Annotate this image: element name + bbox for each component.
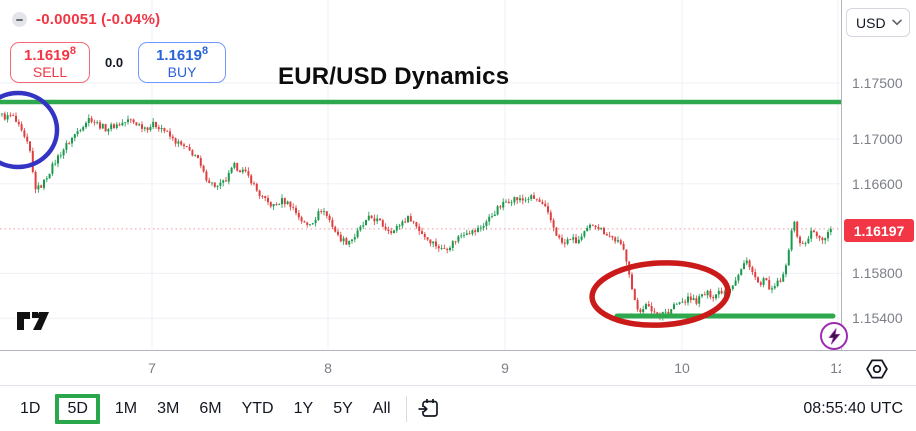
instant-trading-button[interactable] xyxy=(820,322,848,350)
tradingview-logo[interactable] xyxy=(16,309,50,333)
price-axis[interactable]: USD 1.17500 1.17000 1.16600 1.15800 1.15400 … xyxy=(842,0,916,350)
range-button-6m[interactable]: 6M xyxy=(199,399,222,417)
go-to-date-button[interactable] xyxy=(417,397,440,420)
spread-value: 0.0 xyxy=(105,55,124,70)
time-tick-label: 9 xyxy=(501,360,509,376)
blue-ellipse-annotation[interactable] xyxy=(0,90,60,170)
chart-title: EUR/USD Dynamics xyxy=(278,63,510,90)
buy-label: BUY xyxy=(167,63,197,80)
current-price-badge: 1.16197 xyxy=(844,219,914,243)
range-buttons: 1D 5D 1M 3M 6M YTD 1Y 5Y All xyxy=(13,393,398,424)
collapse-icon[interactable] xyxy=(12,12,27,27)
sell-button[interactable]: 1.16198 SELL xyxy=(10,42,90,83)
clock[interactable]: 08:55:40 UTC xyxy=(803,399,903,417)
time-axis[interactable]: 7 8 9 10 12 xyxy=(0,350,916,385)
calendar-icon xyxy=(418,399,438,417)
currency-label: USD xyxy=(856,14,886,31)
range-button-ytd[interactable]: YTD xyxy=(241,399,274,417)
range-button-1d[interactable]: 1D xyxy=(20,399,41,417)
settings-icon[interactable] xyxy=(866,358,888,380)
sell-label: SELL xyxy=(32,63,68,80)
red-ellipse-annotation[interactable] xyxy=(589,259,731,328)
toolbar-divider xyxy=(405,395,407,422)
time-tick-labels: 7 8 9 10 12 xyxy=(0,351,841,386)
price-axis-border xyxy=(841,0,842,385)
range-button-1m[interactable]: 1M xyxy=(114,399,138,417)
candles xyxy=(1,111,832,321)
price-tick-label: 1.17500 xyxy=(852,75,903,91)
currency-selector[interactable]: USD xyxy=(846,8,910,37)
range-button-1y[interactable]: 1Y xyxy=(293,399,314,417)
chevron-down-icon xyxy=(892,19,902,26)
time-tick-label: 7 xyxy=(148,360,156,376)
time-tick-label: 10 xyxy=(674,360,690,376)
price-tick-label: 1.15800 xyxy=(852,265,903,282)
buy-sell-widget: 1.16198 SELL 0.0 1.16198 BUY xyxy=(10,42,227,83)
time-tick-label: 8 xyxy=(324,360,332,376)
price-tick-label: 1.16600 xyxy=(852,175,903,192)
range-button-5d[interactable]: 5D xyxy=(55,393,100,424)
range-button-3m[interactable]: 3M xyxy=(157,399,180,417)
buy-button[interactable]: 1.16198 BUY xyxy=(138,42,227,83)
price-tick-label: 1.17000 xyxy=(852,131,903,147)
price-change-text: -0.00051 (-0.04%) xyxy=(36,11,161,28)
range-button-all[interactable]: All xyxy=(372,399,391,417)
lightning-icon xyxy=(827,327,840,344)
price-tick-label: 1.15400 xyxy=(852,310,903,327)
timeframe-toolbar: 1D 5D 1M 3M 6M YTD 1Y 5Y All 08:55:40 UTC xyxy=(0,385,916,431)
range-button-5y[interactable]: 5Y xyxy=(333,399,353,417)
price-chart[interactable] xyxy=(0,0,841,350)
price-change-row: -0.00051 (-0.04%) xyxy=(12,11,160,28)
time-tick-label: 12 xyxy=(830,360,841,376)
